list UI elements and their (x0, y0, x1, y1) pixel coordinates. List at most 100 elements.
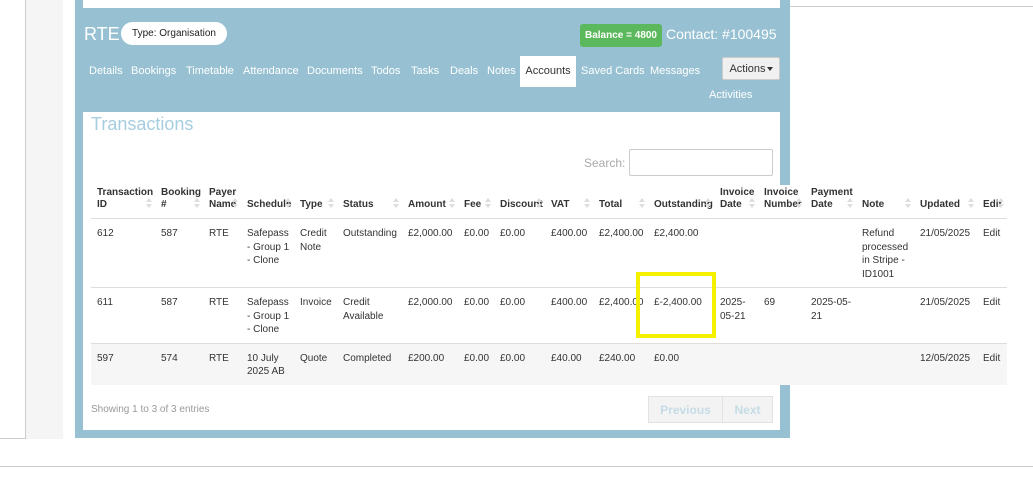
card-above (83, 0, 780, 8)
tab[interactable]: Timetable (186, 65, 234, 77)
table-cell: RTE (203, 218, 241, 288)
next-button[interactable]: Next (722, 396, 773, 423)
tab[interactable]: Todos (371, 65, 401, 77)
table-cell: 12/05/2025 (914, 343, 977, 385)
panel-title: Transactions (91, 114, 194, 134)
tab[interactable]: Documents (307, 65, 363, 77)
table-cell: Safepass - Group 1 - Clone (241, 287, 294, 344)
table-cell: Invoice (294, 287, 337, 344)
tab[interactable]: Details (89, 65, 123, 77)
edit-link[interactable]: Edit (977, 218, 1007, 288)
table-row: 611 587 RTE Safepass - Group 1 - Clone Invoi… (91, 287, 1007, 344)
table-cell: £240.00 (593, 343, 648, 385)
table-cell: £2,000.00 (402, 218, 458, 288)
column-header[interactable]: Discount (494, 185, 545, 219)
table-info: Showing 1 to 3 of 3 entries (91, 404, 210, 415)
tab[interactable]: Accounts (520, 56, 576, 87)
column-header[interactable]: Amount (402, 185, 458, 219)
tab[interactable]: Notes (487, 65, 516, 77)
table-cell: RTE (203, 343, 241, 385)
column-header[interactable]: Transaction ID (91, 185, 155, 219)
column-header[interactable]: Booking # (155, 185, 203, 219)
actions-label: Actions (729, 63, 766, 75)
header-row: Transaction ID Booking # Payer Name Schedul… (91, 185, 1007, 219)
table-cell: Completed (337, 343, 402, 385)
table-cell: £2,400.00 (648, 218, 714, 288)
table-cell (758, 218, 805, 288)
table-cell: RTE (203, 287, 241, 344)
table-body: 612 587 RTE Safepass - Group 1 - Clone Credi… (91, 218, 1007, 385)
table-cell (714, 343, 758, 385)
table-cell (714, 218, 758, 288)
table-cell: Quote (294, 343, 337, 385)
table-cell: £400.00 (545, 287, 593, 344)
table-cell: £40.00 (545, 343, 593, 385)
tab[interactable]: Attendance (243, 65, 299, 77)
record-name: RTE (84, 24, 120, 44)
column-header[interactable]: Type (294, 185, 337, 219)
table-cell: 2025-05-21 (805, 287, 856, 344)
tab[interactable]: Bookings (131, 65, 177, 77)
divider (790, 6, 1033, 7)
column-header[interactable]: Invoice Date (714, 185, 758, 219)
column-header[interactable]: Total (593, 185, 648, 219)
table-cell: £2,000.00 (402, 287, 458, 344)
actions-button[interactable]: Actions (722, 57, 780, 80)
table-cell: 10 July 2025 AB (241, 343, 294, 385)
type-badge: Type: Organisation (121, 22, 227, 45)
tab[interactable]: Messages (650, 65, 701, 77)
activities-tab[interactable]: Activities (709, 89, 753, 101)
previous-button[interactable]: Previous (648, 396, 723, 423)
table-cell (805, 218, 856, 288)
table-cell: £0.00 (458, 287, 494, 344)
column-header[interactable]: Outstanding (648, 185, 714, 219)
table-cell: Credit Available (337, 287, 402, 344)
column-header[interactable]: Schedule (241, 185, 294, 219)
table-cell: 612 (91, 218, 155, 288)
table-cell: 2025-05-21 (714, 287, 758, 344)
table-cell: £0.00 (494, 218, 545, 288)
table-cell: £0.00 (458, 343, 494, 385)
tab[interactable]: Deals (450, 65, 479, 77)
column-header[interactable]: Edit (977, 185, 1007, 219)
table-cell: 597 (91, 343, 155, 385)
search-label: Search: (584, 156, 626, 170)
table-cell: £2,400.00 (593, 218, 648, 288)
edit-link[interactable]: Edit (977, 343, 1007, 385)
column-header[interactable]: Payer Name (203, 185, 241, 219)
table-row: 612 587 RTE Safepass - Group 1 - Clone Credi… (91, 218, 1007, 288)
column-header[interactable]: Fee (458, 185, 494, 219)
caret (766, 67, 773, 72)
table-cell: 587 (155, 287, 203, 344)
table-cell (758, 343, 805, 385)
tab[interactable]: Saved Cards (581, 65, 645, 77)
side-panel (0, 0, 26, 439)
table-cell: Credit Note (294, 218, 337, 288)
divider (0, 466, 1033, 467)
table-cell: £200.00 (402, 343, 458, 385)
column-header[interactable]: Note (856, 185, 914, 219)
tab[interactable]: Tasks (411, 65, 440, 77)
table-cell: 574 (155, 343, 203, 385)
table-head: Transaction ID Booking # Payer Name Schedul… (91, 185, 1007, 219)
column-header[interactable]: VAT (545, 185, 593, 219)
table-cell (856, 287, 914, 344)
table-cell: £0.00 (458, 218, 494, 288)
column-header[interactable]: Payment Date (805, 185, 856, 219)
edit-link[interactable]: Edit (977, 287, 1007, 344)
column-header[interactable]: Status (337, 185, 402, 219)
table-row: 597 574 RTE 10 July 2025 AB Quote Completed £2… (91, 343, 1007, 385)
column-header[interactable]: Updated (914, 185, 977, 219)
search-input[interactable] (629, 149, 773, 176)
table-cell: £0.00 (648, 343, 714, 385)
table-cell: £0.00 (494, 343, 545, 385)
table-cell: 21/05/2025 (914, 287, 977, 344)
highlight-box (636, 272, 716, 338)
table-wrap: Transaction ID Booking # Payer Name Schedul… (91, 185, 1007, 385)
table-cell: 611 (91, 287, 155, 344)
table-cell: 69 (758, 287, 805, 344)
table-cell: 21/05/2025 (914, 218, 977, 288)
table-cell: Outstanding (337, 218, 402, 288)
column-header[interactable]: Invoice Number (758, 185, 805, 219)
